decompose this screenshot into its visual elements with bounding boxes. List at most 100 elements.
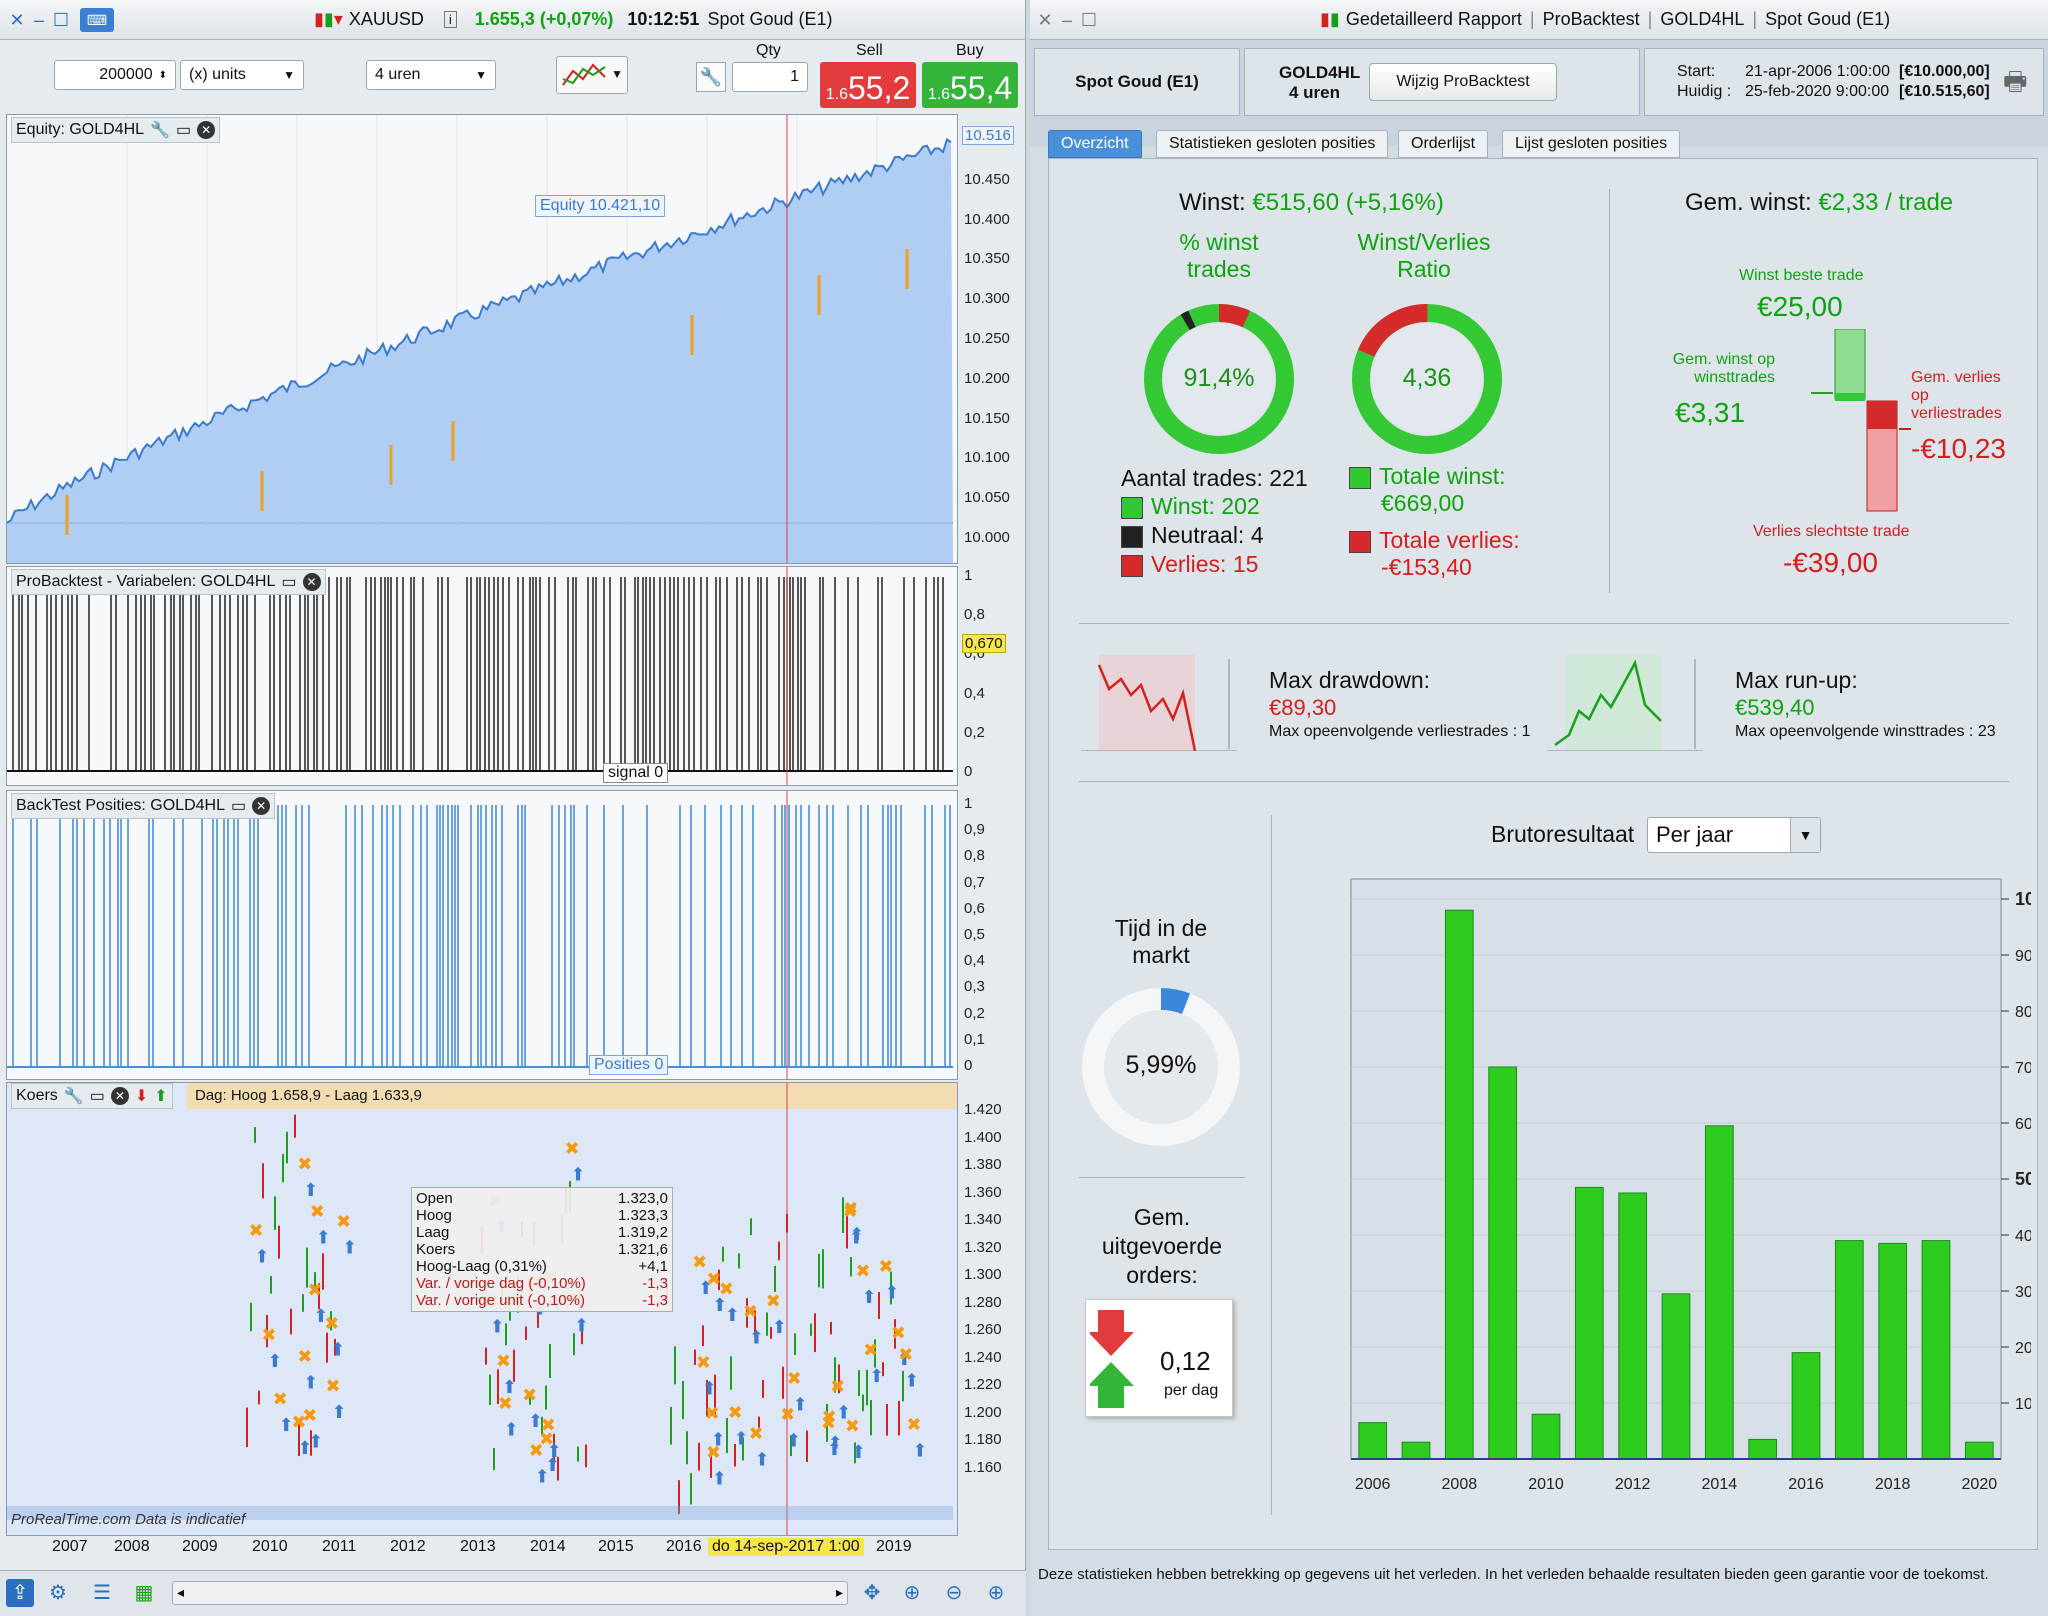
y-tick-label: 70 — [2015, 1060, 2031, 1077]
trade-entry-marker: ⬆ — [793, 1395, 808, 1416]
qty-input[interactable]: 1 — [732, 62, 808, 92]
legend-swatch — [1349, 530, 1371, 553]
bar-2008 — [1444, 909, 1474, 1460]
timeframe-select[interactable]: 4 uren ▼ — [366, 60, 496, 90]
trade-entry-marker: ⬆ — [712, 1468, 727, 1489]
y-tick-label: 40 — [2015, 1228, 2031, 1245]
equity-title: Equity: GOLD4HL 🔧 ▭ ✕ — [11, 117, 221, 143]
close-icon[interactable]: ✕ — [110, 1087, 129, 1105]
list-icon[interactable]: ☰ — [93, 1582, 111, 1604]
window-icon[interactable]: ▭ — [89, 1088, 105, 1105]
variables-panel[interactable]: ProBacktest - Variabelen: GOLD4HL ▭ ✕ sign… — [6, 566, 958, 786]
ohlc-value: 1.323,3 — [617, 1207, 668, 1224]
window-icon[interactable]: ▭ — [281, 574, 297, 591]
best-worst-bars — [1811, 329, 1911, 512]
scroll-right-icon[interactable]: ▸ — [835, 1584, 843, 1600]
trade-exit-marker: ✖ — [529, 1441, 544, 1462]
buy-big: 55,4 — [949, 70, 1013, 106]
bar-2007 — [1401, 1441, 1431, 1460]
system-name: GOLD4HL — [1279, 63, 1361, 82]
ohlc-key: Hoog — [416, 1207, 452, 1224]
year-label: 2009 — [182, 1538, 218, 1555]
donut-segment — [1082, 988, 1240, 1146]
bar-2012 — [1618, 1192, 1648, 1460]
zoom-out-icon[interactable]: ⊖ — [945, 1582, 963, 1604]
tab-orderlijst[interactable]: Orderlijst — [1398, 130, 1489, 158]
wrench-icon[interactable]: 🔧 — [696, 62, 726, 92]
ohlc-value: +4,1 — [638, 1258, 668, 1275]
ohlc-key: Var. / vorige unit (-0,10%) — [416, 1292, 585, 1309]
maximize-icon[interactable]: ☐ — [52, 9, 70, 30]
runup-sub: Max opeenvolgende winsttrades : 23 — [1735, 723, 1996, 740]
down-arrow-icon[interactable]: ⬇ — [134, 1088, 149, 1105]
trade-entry-marker: ⬆ — [827, 1439, 842, 1460]
avg-win-label: Gem. winst op winsttrades — [1672, 351, 1775, 386]
edit-probacktest-button[interactable]: Wijzig ProBacktest — [1369, 63, 1557, 101]
close-icon[interactable]: ✕ — [302, 573, 321, 591]
chart-type-button[interactable]: ▼ — [556, 56, 628, 94]
legend-winst-text: Winst: 202 — [1151, 493, 1260, 519]
y-tick-label: 100 — [2015, 889, 2031, 909]
sell-button[interactable]: 1.6 55,2 — [820, 62, 916, 108]
scroll-left-icon[interactable]: ◂ — [177, 1584, 185, 1600]
window-icon[interactable]: ▭ — [230, 798, 247, 815]
buy-button[interactable]: 1.6 55,4 — [922, 62, 1018, 108]
tab-statistieken[interactable]: Statistieken gesloten posities — [1156, 130, 1389, 158]
trade-entry-marker: ⬆ — [331, 1402, 346, 1423]
bruto-select[interactable]: Per jaar ▼ — [1647, 817, 1821, 853]
table-icon[interactable]: ▦ — [134, 1582, 154, 1604]
maximize-icon[interactable]: ☐ — [1080, 9, 1098, 30]
trade-entry-marker: ⬆ — [571, 1164, 586, 1185]
donut-hole — [1104, 1010, 1218, 1124]
zoom-in-icon[interactable]: ⊕ — [987, 1582, 1005, 1604]
trade-exit-marker: ✖ — [719, 1279, 734, 1300]
info-icon[interactable]: i — [443, 11, 457, 28]
ohlc-row: Var. / vorige unit (-0,10%) -1,3 — [416, 1292, 668, 1309]
trade-exit-marker: ✖ — [843, 1199, 858, 1220]
axis-tick: 10.250 — [964, 330, 1010, 347]
tab-overzicht[interactable]: Overzicht — [1048, 130, 1142, 158]
minimize-icon[interactable]: – — [33, 9, 44, 30]
minimize-icon[interactable]: – — [1061, 9, 1072, 30]
symbol-label[interactable]: XAUUSD — [348, 9, 424, 29]
trade-exit-marker: ✖ — [891, 1323, 906, 1344]
indicator-icon[interactable]: ⚙ — [49, 1582, 67, 1604]
legend-neutraal: Neutraal: 4 — [1121, 522, 1264, 549]
ohlc-row: Var. / vorige dag (-0,10%) -1,3 — [416, 1275, 668, 1292]
window-icon[interactable]: ▭ — [175, 122, 192, 139]
up-arrow-icon[interactable]: ⬆ — [154, 1088, 168, 1105]
donut-loss — [1352, 304, 1502, 454]
price-panel[interactable]: Koers 🔧 ▭ ✕ ⬇ ⬆ Dag: Hoog 1.658,9 - Laag 1.63… — [6, 1082, 958, 1536]
positions-panel[interactable]: BackTest Posities: GOLD4HL ▭ ✕ Posities 0 — [6, 790, 958, 1080]
trade-exit-marker: ✖ — [291, 1412, 306, 1433]
close-icon[interactable]: ✕ — [197, 121, 216, 139]
axis-tick: 1.200 — [964, 1403, 1002, 1421]
quantity-stepper[interactable]: 200000 ⬍ — [54, 60, 176, 90]
wrench-icon[interactable]: 🔧 — [150, 122, 170, 139]
candlestick-icon[interactable]: ▮▮▾ — [314, 9, 343, 29]
close-icon[interactable]: ✕ — [1037, 9, 1053, 30]
horizontal-scrollbar[interactable]: ◂ ▸ — [172, 1581, 848, 1605]
share-icon[interactable]: ⇪ — [6, 1579, 34, 1607]
best-trade-value: €25,00 — [1757, 291, 1843, 322]
stepper-arrows-icon[interactable]: ⬍ — [158, 69, 167, 81]
trade-entry-marker: ⬆ — [861, 1287, 876, 1308]
units-select[interactable]: (x) units ▼ — [180, 60, 304, 90]
report-title-0: Gedetailleerd Rapport — [1345, 9, 1522, 29]
keyboard-icon[interactable]: ⌨ — [80, 7, 114, 32]
bar-2019 — [1921, 1240, 1951, 1460]
sell-big: 55,2 — [847, 70, 911, 106]
zoom-area-icon[interactable]: ⊕ — [903, 1582, 921, 1604]
runup-value: €539,40 — [1735, 695, 1815, 720]
cursor-date: do 14-sep-2017 1:00 — [708, 1538, 864, 1556]
equity-panel[interactable]: Equity: GOLD4HL 🔧 ▭ ✕ Equity 10.421,10 — [6, 114, 958, 564]
trade-exit-marker: ✖ — [297, 1347, 312, 1368]
best-trade-bar — [1834, 329, 1866, 400]
close-icon[interactable]: ✕ — [9, 9, 25, 30]
axis-tick: 1.240 — [964, 1348, 1002, 1366]
wrench-icon[interactable]: 🔧 — [63, 1088, 84, 1105]
tab-gesloten-posities[interactable]: Lijst gesloten posities — [1502, 130, 1681, 158]
move-icon[interactable]: ✥ — [863, 1582, 881, 1604]
close-icon[interactable]: ✕ — [252, 797, 271, 815]
print-icon[interactable]: 🖶 — [2003, 66, 2028, 96]
